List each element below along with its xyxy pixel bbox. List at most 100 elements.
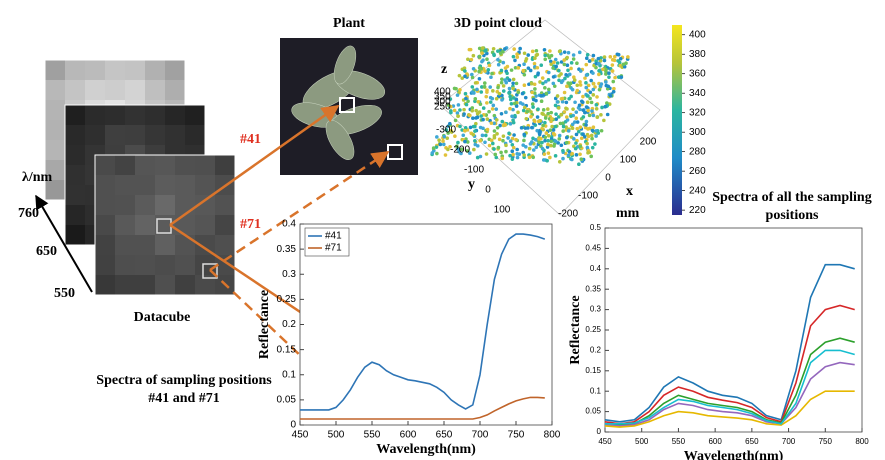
pc-point	[549, 140, 553, 144]
pc-point	[525, 117, 529, 121]
pc-point	[439, 143, 443, 147]
pc-point	[508, 87, 512, 91]
pc-point	[540, 112, 544, 116]
pc-point	[526, 53, 530, 57]
pc-point	[508, 107, 512, 111]
pc-point	[506, 65, 510, 69]
pc-point	[561, 79, 565, 83]
pc-point	[533, 62, 537, 66]
pc-point	[500, 112, 504, 116]
pc-point	[534, 138, 538, 142]
pc-point	[543, 86, 547, 90]
cube-cell	[125, 60, 145, 80]
pc-point	[575, 133, 579, 137]
pc-point	[533, 120, 537, 124]
cube-cell	[135, 155, 155, 175]
pc-point	[571, 126, 575, 130]
pc-point	[543, 135, 547, 139]
pc-point	[462, 108, 466, 112]
cube-cell	[165, 80, 185, 100]
cube-cell	[125, 125, 145, 145]
pc-point	[516, 91, 520, 95]
cube-cell	[175, 275, 195, 295]
pc-point	[543, 54, 547, 58]
pc-point	[539, 63, 543, 67]
pc-point	[579, 145, 583, 149]
pc-point	[557, 78, 561, 82]
pc-point	[603, 55, 607, 59]
cube-cell	[65, 165, 85, 185]
pc-point	[504, 123, 508, 127]
pc-point	[543, 121, 547, 125]
pc-point	[518, 47, 522, 51]
pc-point	[529, 115, 533, 119]
cube-cell	[65, 125, 85, 145]
cube-cell	[65, 205, 85, 225]
cube-cell	[135, 275, 155, 295]
pc-point	[563, 91, 567, 95]
pc-axis-label: z	[441, 62, 447, 77]
caption: positions	[766, 208, 819, 223]
pc-point	[511, 157, 515, 161]
pc-point	[458, 74, 462, 78]
pc-point	[523, 51, 527, 55]
pc-point	[474, 81, 478, 85]
cube-cell	[95, 235, 115, 255]
y-tick-label: 0.1	[282, 369, 296, 380]
pc-point	[472, 54, 476, 58]
pc-point	[577, 130, 581, 134]
pc-point	[561, 157, 565, 161]
pc-point	[596, 131, 600, 135]
pc-point	[512, 47, 516, 51]
cube-cell	[215, 215, 235, 235]
pc-point	[492, 53, 496, 57]
pc-point	[508, 95, 512, 99]
pc-point	[485, 152, 489, 156]
pc-point	[591, 93, 595, 97]
cube-cell	[115, 155, 135, 175]
pc-point	[558, 50, 562, 54]
pc-point	[479, 90, 483, 94]
pc-point	[435, 135, 439, 139]
pc-point	[510, 68, 514, 72]
pc-point	[463, 140, 467, 144]
pc-point	[591, 88, 595, 92]
pc-point	[584, 123, 588, 127]
pc-point	[530, 90, 534, 94]
pc-point	[522, 139, 526, 143]
x-tick-label: 700	[472, 430, 489, 441]
pc-point	[504, 144, 508, 148]
pc-point	[592, 114, 596, 118]
pc-point	[508, 154, 512, 158]
pc-point	[479, 114, 483, 118]
pc-point	[507, 132, 511, 136]
pc-point	[584, 81, 588, 85]
pc-point	[544, 116, 548, 120]
pc-point	[491, 97, 495, 101]
cube-cell	[95, 255, 115, 275]
x-tick-label: 650	[745, 437, 759, 446]
pc-point	[612, 87, 616, 91]
pc-point	[584, 63, 588, 67]
y-tick-label: 0.35	[277, 244, 297, 255]
pc-point	[595, 95, 599, 99]
pc-point	[588, 59, 592, 63]
pc-point	[484, 49, 488, 53]
pc-point	[556, 61, 560, 65]
y-tick-label: 0.35	[585, 284, 601, 293]
pc-point	[487, 110, 491, 114]
pc-point	[586, 100, 590, 104]
pc-point	[486, 117, 490, 121]
pc-point	[506, 136, 510, 140]
caption: Spectra of sampling positions	[96, 373, 272, 388]
cube-cell	[125, 80, 145, 100]
pc-point	[466, 57, 470, 61]
cube-cell	[105, 105, 125, 125]
pc-point	[611, 69, 615, 73]
pc-point	[606, 85, 610, 89]
pc-point	[574, 147, 578, 151]
pc-point	[600, 129, 604, 133]
pc-point	[590, 109, 594, 113]
pc-point	[500, 120, 504, 124]
cube-cell	[195, 175, 215, 195]
